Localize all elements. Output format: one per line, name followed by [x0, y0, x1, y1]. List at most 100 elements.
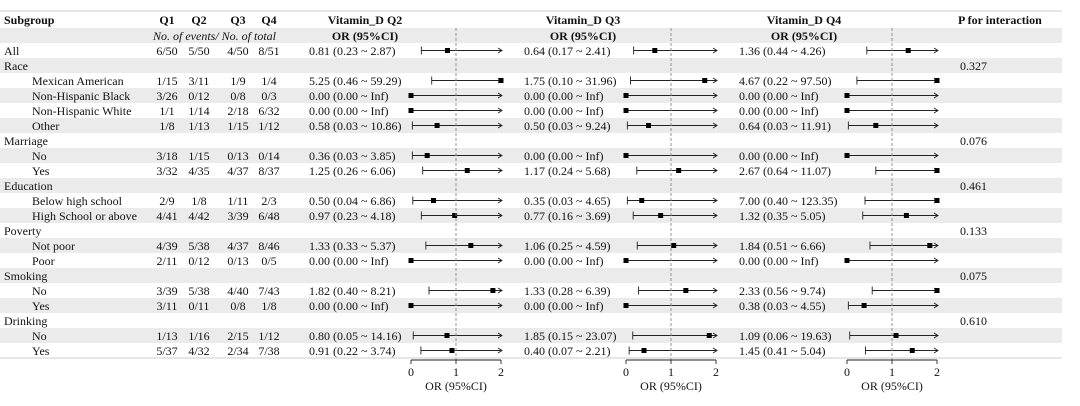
or-ci-text: 0.00 (0.00 ~ Inf) [524, 149, 603, 163]
events-cell: 3/39 [156, 284, 177, 298]
events-cell: 0/12 [188, 89, 209, 103]
events-cell: 0/3 [261, 89, 276, 103]
point-estimate [498, 78, 504, 83]
or-ci-text: 0.50 (0.04 ~ 6.86) [309, 194, 395, 208]
events-cell: 3/18 [156, 149, 177, 163]
header-q1: Q1 [159, 13, 174, 27]
events-cell: 1/11 [228, 194, 249, 208]
point-estimate [623, 153, 629, 158]
panel-title-q4: Vitamin_D Q4 [767, 13, 842, 27]
row-label: Education [4, 179, 53, 193]
row-label: Below high school [32, 194, 123, 208]
header-q4: Q4 [261, 13, 276, 27]
or-ci-text: 0.64 (0.17 ~ 2.41) [524, 44, 610, 58]
row-label: High School or above [32, 209, 137, 223]
events-cell: 4/42 [188, 209, 209, 223]
point-estimate [844, 153, 850, 158]
ci-arrow [712, 302, 718, 309]
ci-arrow [712, 257, 718, 264]
row-stripe [0, 58, 1062, 73]
ci-arrow [933, 122, 939, 129]
row-label: No [32, 284, 47, 298]
point-estimate [683, 288, 689, 293]
point-estimate [893, 333, 899, 338]
ci-arrow [712, 287, 718, 294]
events-cell: 4/37 [227, 239, 248, 253]
events-cell: 3/26 [156, 89, 177, 103]
ci-arrow [933, 332, 939, 339]
or-ci-text: 0.00 (0.00 ~ Inf) [309, 89, 388, 103]
panel-title-q2: Vitamin_D Q2 [328, 13, 403, 27]
events-cell: 0/13 [227, 149, 248, 163]
events-cell: 2/34 [227, 344, 248, 358]
events-cell: 1/8 [159, 119, 174, 133]
x-tick-label: 0 [844, 365, 850, 379]
row-label: Yes [32, 164, 50, 178]
row-label: All [4, 44, 20, 58]
point-estimate [408, 303, 414, 308]
events-cell: 8/46 [258, 239, 279, 253]
row-label: Yes [32, 344, 50, 358]
point-estimate [676, 168, 682, 173]
or-ci-text: 5.25 (0.46 ~ 59.29) [309, 74, 401, 88]
ci-arrow [933, 257, 939, 264]
ci-arrow [497, 167, 503, 174]
row-stripe [0, 118, 1062, 133]
x-axis-label: OR (95%CI) [425, 379, 487, 393]
or-ci-text: 2.67 (0.64 ~ 11.07) [739, 164, 831, 178]
events-cell: 5/38 [188, 284, 209, 298]
ci-arrow [933, 92, 939, 99]
point-estimate [408, 258, 414, 263]
x-tick-label: 1 [453, 365, 459, 379]
or-ci-text: 0.91 (0.22 ~ 3.74) [309, 344, 395, 358]
x-tick-label: 2 [498, 365, 504, 379]
events-cell: 4/50 [227, 44, 248, 58]
or-ci-text: 1.17 (0.24 ~ 5.68) [524, 164, 610, 178]
row-stripe [0, 328, 1062, 343]
events-cell: 1/16 [188, 329, 209, 343]
ci-arrow [712, 332, 718, 339]
or-ci-header-q3: OR (95%CI) [550, 29, 616, 43]
events-cell: 2/9 [159, 194, 174, 208]
point-estimate [623, 258, 629, 263]
subheader-events: No. of events/ No. of total [152, 29, 277, 43]
events-cell: 1/12 [258, 329, 279, 343]
forest-axes: 0 1 2 OR (95%CI) 0 1 2 OR (95%CI) 0 1 2 OR (95%CI) [0, 28, 1062, 393]
events-cell: 1/14 [188, 104, 209, 118]
point-estimate [873, 123, 879, 128]
events-cell: 1/4 [261, 74, 276, 88]
events-cell: 3/32 [156, 164, 177, 178]
events-cell: 3/11 [189, 74, 210, 88]
x-tick-label: 2 [713, 365, 719, 379]
events-cell: 3/11 [157, 299, 178, 313]
or-ci-text: 1.33 (0.28 ~ 6.39) [524, 284, 610, 298]
or-ci-text: 2.33 (0.56 ~ 9.74) [739, 284, 825, 298]
ci-arrow [712, 197, 718, 204]
point-estimate [424, 153, 430, 158]
or-ci-text: 0.77 (0.16 ~ 3.69) [524, 209, 610, 223]
point-estimate [706, 333, 712, 338]
ci-arrow [497, 347, 503, 354]
row-stripe [0, 298, 1062, 313]
events-cell: 4/39 [156, 239, 177, 253]
ci-arrow [497, 197, 503, 204]
events-cell: 2/3 [261, 194, 276, 208]
events-cell: 0/8 [230, 299, 245, 313]
point-estimate [623, 93, 629, 98]
or-ci-text: 0.50 (0.03 ~ 9.24) [524, 119, 610, 133]
or-ci-text: 0.35 (0.03 ~ 4.65) [524, 194, 610, 208]
header-q2: Q2 [191, 13, 206, 27]
or-ci-text: 0.64 (0.03 ~ 11.91) [739, 119, 831, 133]
events-cell: 5/50 [188, 44, 209, 58]
point-estimate [444, 48, 450, 53]
row-label: No [32, 329, 47, 343]
point-estimate [934, 168, 940, 173]
or-ci-header-q4: OR (95%CI) [771, 29, 837, 43]
events-cell: 3/39 [227, 209, 248, 223]
events-cell: 1/15 [156, 74, 177, 88]
ci-arrow [933, 152, 939, 159]
x-axis-label: OR (95%CI) [861, 379, 923, 393]
ci-arrow [497, 287, 503, 294]
or-ci-text: 0.58 (0.03 ~ 10.86) [309, 119, 401, 133]
p-value: 0.076 [960, 134, 987, 148]
